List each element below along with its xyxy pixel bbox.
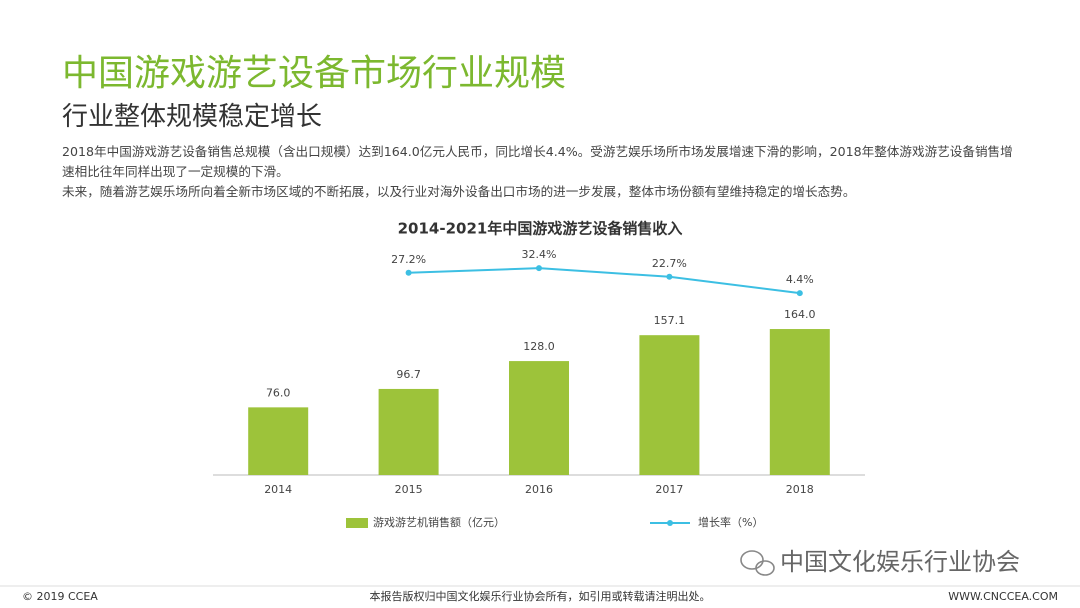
legend-label: 游戏游艺机销售额（亿元） (373, 515, 505, 529)
data-label: 96.7 (396, 368, 421, 381)
wechat-icon (740, 550, 775, 576)
footer-left: © 2019 CCEA (22, 590, 98, 603)
data-label: 27.2% (391, 253, 426, 266)
bar (378, 388, 439, 475)
paragraph: 未来，随着游艺娱乐场所向着全新市场区域的不断拓展，以及行业对海外设备出口市场的进… (62, 184, 856, 199)
data-label: 76.0 (266, 386, 291, 399)
x-tick-label: 2018 (786, 483, 814, 496)
point (666, 273, 673, 280)
data-label: 22.7% (652, 257, 687, 270)
subtitle: 行业整体规模稳定增长 (62, 102, 323, 132)
point (796, 290, 803, 297)
bar (639, 335, 700, 475)
chart-title: 2014-2021年中国游戏游艺设备销售收入 (398, 220, 683, 238)
x-tick-label: 2014 (264, 483, 292, 496)
legend-swatch (346, 518, 368, 528)
legend-label: 增长率（%） (698, 515, 763, 529)
data-label: 164.0 (784, 308, 816, 321)
point (536, 265, 542, 272)
footer-right: WWW.CNCCEA.COM (948, 590, 1058, 603)
data-label: 4.4% (786, 273, 814, 286)
data-label: 32.4% (522, 248, 557, 261)
line (408, 267, 800, 295)
point (405, 269, 412, 276)
watermark: 中国文化娱乐行业协会 (780, 548, 1020, 576)
data-label: 157.1 (654, 314, 686, 327)
x-tick-label: 2017 (655, 483, 683, 496)
x-tick-label: 2016 (525, 483, 553, 496)
x-tick-label: 2015 (395, 483, 423, 496)
bar (509, 361, 569, 475)
bar (769, 329, 830, 475)
bar (248, 407, 309, 475)
legend-swatch (667, 520, 673, 526)
body-text: 2018年中国游戏游艺设备销售总规模（含出口规模）达到164.0亿元人民币，同比… (62, 142, 1022, 202)
title: 中国游戏游艺设备市场行业规模 (62, 53, 567, 94)
data-label: 128.0 (523, 340, 555, 353)
footer-center: 本报告版权归中国文化娱乐行业协会所有，如引用或转载请注明出处。 (370, 589, 711, 603)
paragraph: 2018年中国游戏游艺设备销售总规模（含出口规模）达到164.0亿元人民币，同比… (62, 144, 1013, 179)
